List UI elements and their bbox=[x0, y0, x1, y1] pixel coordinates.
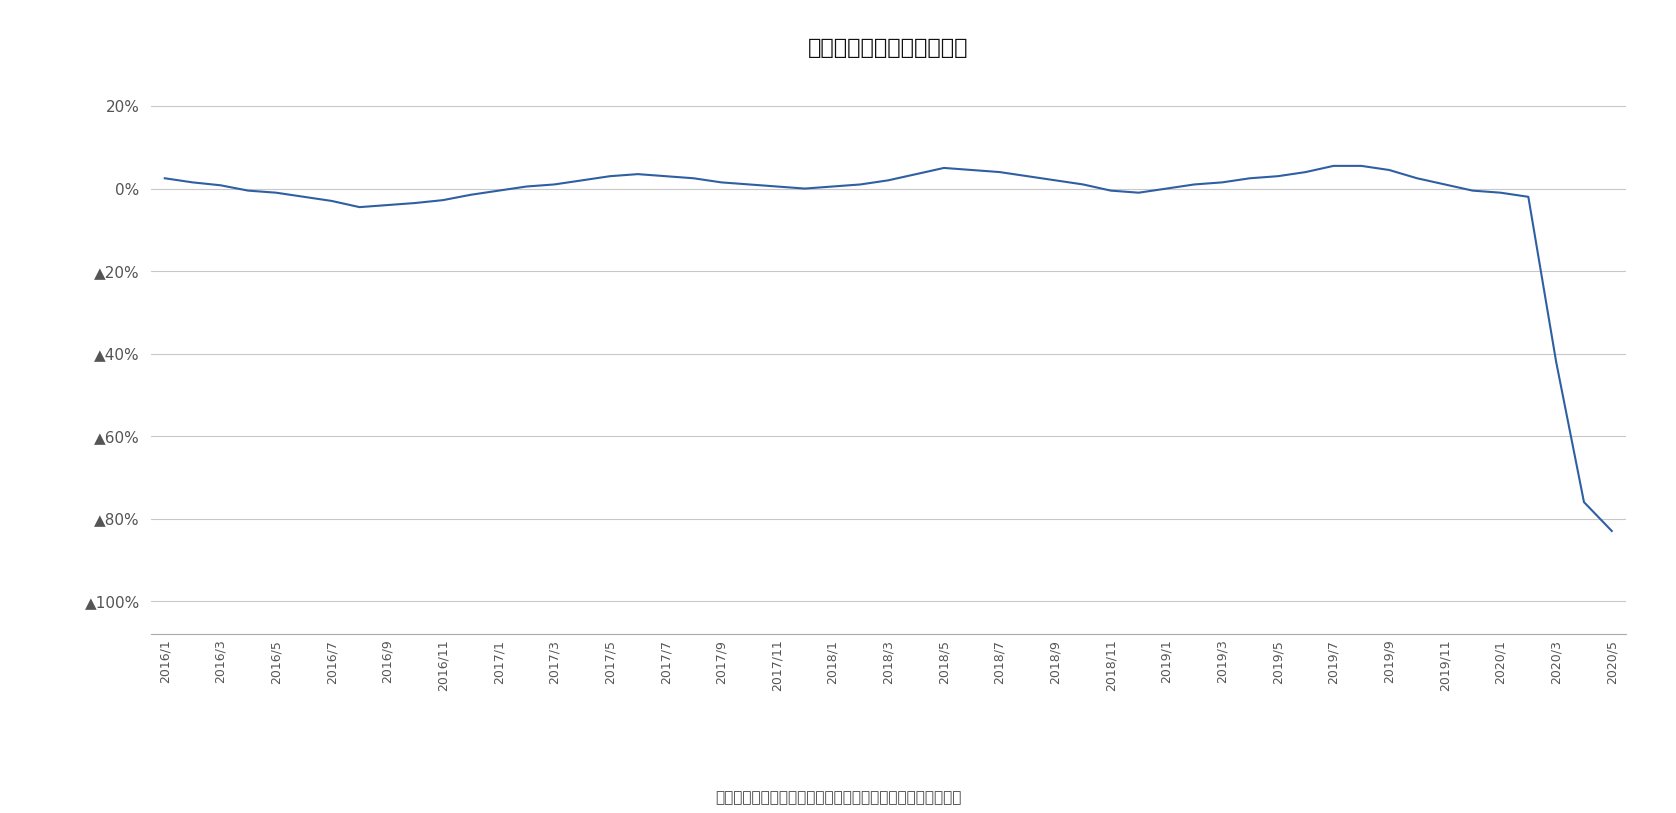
Title: 図表２　客室稼働率の推移: 図表２ 客室稼働率の推移 bbox=[808, 37, 969, 58]
Text: （資料）観光庁の表データを基にニッセイ基礎研究所が作成: （資料）観光庁の表データを基にニッセイ基礎研究所が作成 bbox=[714, 790, 962, 805]
